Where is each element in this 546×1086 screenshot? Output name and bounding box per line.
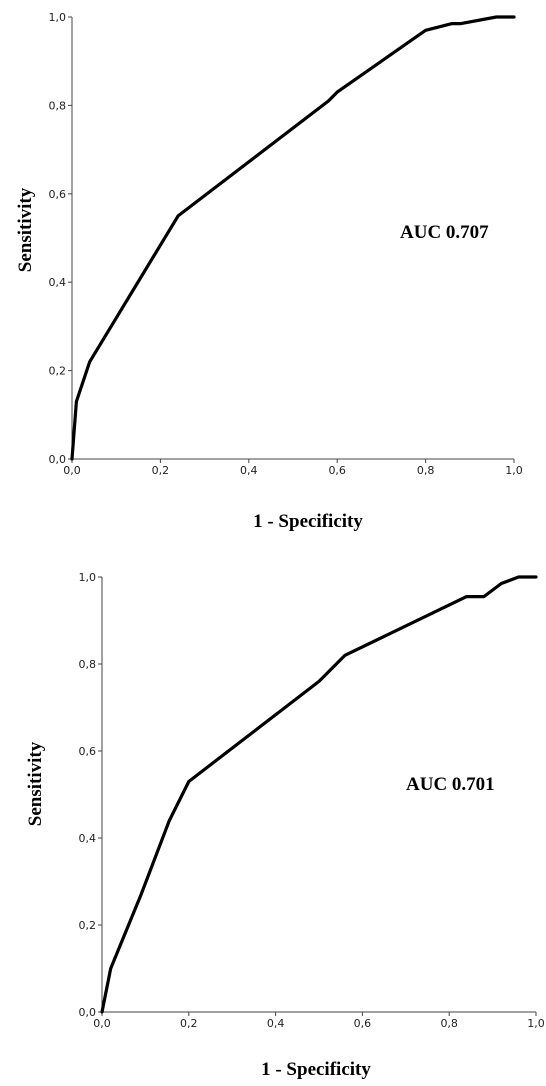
x-tick-label: 1,0 (505, 464, 523, 477)
y-tick-label: 0,6 (79, 745, 97, 758)
y-tick-label: 0,8 (79, 658, 97, 671)
roc-curve (100, 575, 538, 1014)
y-tick-label: 1,0 (79, 571, 97, 584)
x-tick-label: 0,0 (93, 1017, 111, 1030)
y-tick-label: 0,0 (49, 453, 67, 466)
y-tick-label: 0,0 (79, 1006, 97, 1019)
y-tick-label: 0,4 (79, 832, 97, 845)
x-tick-label: 0,8 (440, 1017, 458, 1030)
auc-annotation: AUC 0.707 (400, 222, 489, 243)
x-tick-label: 0,2 (152, 464, 170, 477)
x-axis-label: 1 - Specificity (261, 1059, 371, 1080)
y-tick-label: 1,0 (49, 11, 67, 24)
x-axis-label: 1 - Specificity (253, 511, 363, 532)
x-tick-label: 0,6 (328, 464, 346, 477)
y-axis-label: Sensitivity (25, 741, 46, 826)
x-tick-label: 0,4 (267, 1017, 285, 1030)
x-tick-label: 0,8 (417, 464, 435, 477)
roc-chart-1: Sensitivity 1 - Specificity AUC 0.707 0,… (15, 11, 523, 532)
y-tick-label: 0,2 (49, 365, 67, 378)
roc-chart-2: Sensitivity 1 - Specificity AUC 0.701 0,… (25, 571, 545, 1080)
y-tick-label: 0,6 (49, 188, 67, 201)
auc-annotation: AUC 0.701 (406, 774, 495, 795)
y-tick-label: 0,2 (79, 919, 97, 932)
x-tick-label: 0,2 (180, 1017, 198, 1030)
y-tick-label: 0,8 (49, 99, 67, 112)
x-tick-label: 0,6 (354, 1017, 372, 1030)
x-tick-label: 0,0 (63, 464, 81, 477)
roc-curve (70, 15, 516, 461)
y-tick-label: 0,4 (49, 276, 67, 289)
x-tick-label: 0,4 (240, 464, 258, 477)
x-tick-label: 1,0 (527, 1017, 545, 1030)
y-axis-label: Sensitivity (15, 187, 36, 272)
